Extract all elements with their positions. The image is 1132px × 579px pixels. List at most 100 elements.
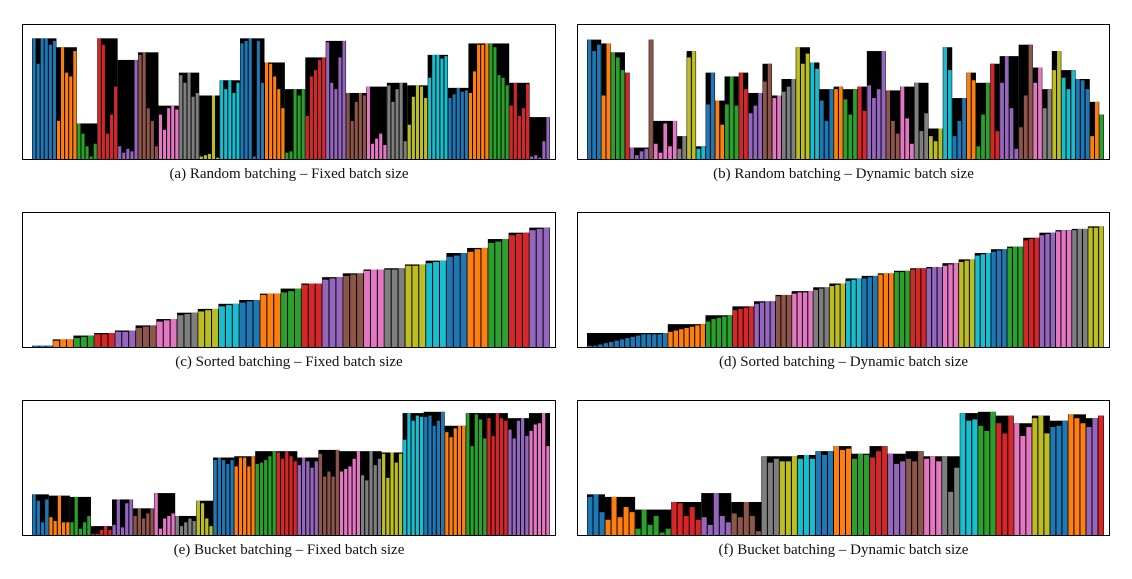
length-bar — [67, 339, 73, 347]
length-bar — [251, 456, 255, 535]
length-bar — [738, 308, 743, 347]
length-bar — [905, 270, 910, 347]
length-bar — [61, 47, 65, 159]
length-bar — [848, 114, 853, 159]
length-bar — [914, 82, 919, 159]
length-bar — [289, 456, 293, 535]
length-bar — [1014, 148, 1019, 159]
length-bar — [32, 494, 36, 535]
length-bar — [255, 463, 259, 535]
length-bar — [943, 47, 947, 159]
length-bar — [453, 428, 457, 535]
length-bar — [755, 531, 761, 535]
length-bar — [163, 518, 167, 535]
length-bar — [108, 529, 112, 535]
length-bar — [382, 453, 386, 535]
length-bar — [542, 141, 546, 159]
length-bar — [456, 87, 460, 159]
length-bar — [843, 99, 848, 159]
length-bar — [89, 156, 93, 159]
batch-max-bar — [942, 47, 953, 159]
batch-max-bar — [1051, 51, 1062, 159]
length-bar — [978, 425, 984, 535]
length-bar — [377, 458, 382, 535]
length-bar — [715, 100, 720, 159]
length-bar — [232, 303, 239, 347]
length-bar — [1061, 77, 1066, 159]
length-bar — [872, 275, 878, 347]
length-bar — [1002, 249, 1007, 347]
length-bar — [617, 517, 623, 535]
length-bar — [895, 133, 900, 159]
length-bar — [66, 522, 70, 535]
length-bar — [285, 451, 289, 535]
chart-caption: (b) Random batching – Dynamic batch size — [713, 166, 974, 182]
length-bar — [952, 136, 957, 159]
length-bar — [101, 44, 105, 160]
length-bar — [323, 476, 327, 535]
length-bar — [930, 456, 936, 535]
length-bar — [729, 76, 734, 159]
length-bar — [536, 228, 543, 347]
length-bar — [918, 451, 924, 535]
length-bar — [986, 253, 991, 347]
length-bar — [52, 40, 56, 159]
length-bar — [183, 82, 187, 159]
length-bar — [95, 533, 99, 535]
length-bar — [411, 420, 415, 535]
length-bar — [445, 432, 449, 535]
length-bar — [87, 515, 91, 535]
chart-plot — [577, 24, 1110, 160]
length-bar — [802, 292, 808, 347]
length-bar — [635, 335, 641, 347]
length-bar — [467, 251, 474, 347]
length-bar — [391, 269, 398, 347]
plot-frame — [22, 212, 556, 348]
chart-panel-c: (c) Sorted batching – Fixed batch size — [22, 212, 556, 387]
length-bar — [142, 52, 146, 159]
length-bar — [403, 141, 407, 159]
length-bar — [996, 423, 1002, 535]
batch-max-bar — [32, 38, 57, 159]
length-bar — [112, 524, 116, 535]
length-bar — [537, 423, 542, 535]
length-bar — [834, 89, 838, 159]
batch-max-bar — [715, 100, 725, 159]
length-bar — [679, 329, 684, 347]
length-bar — [800, 63, 805, 159]
length-bar — [156, 321, 163, 347]
length-bar — [753, 105, 758, 159]
length-bar — [356, 451, 360, 535]
length-bar — [457, 425, 462, 535]
length-bar — [322, 279, 329, 347]
length-bar — [1020, 435, 1026, 535]
length-bar — [1099, 226, 1104, 347]
length-bar — [483, 438, 487, 535]
length-bar — [114, 86, 118, 159]
length-bar — [853, 89, 857, 159]
length-bar — [731, 513, 737, 535]
length-bar — [937, 266, 942, 347]
length-bar — [198, 311, 205, 347]
length-bar — [236, 82, 240, 159]
length-bar — [889, 273, 894, 347]
length-bar — [46, 345, 53, 347]
length-bar — [149, 325, 156, 347]
length-bar — [862, 278, 867, 347]
length-bar — [710, 72, 715, 159]
length-bar — [470, 446, 474, 535]
length-bar — [924, 113, 928, 159]
length-bar — [732, 310, 738, 347]
length-bar — [942, 456, 948, 535]
length-bar — [449, 437, 453, 535]
batch-max-bar — [705, 72, 716, 159]
length-bar — [791, 78, 796, 159]
length-bar — [1047, 89, 1052, 159]
length-bar — [264, 62, 269, 160]
length-bar — [1092, 418, 1098, 535]
length-bar — [225, 305, 232, 347]
length-bar — [1086, 427, 1092, 535]
length-bar — [881, 51, 886, 159]
chart-caption: (c) Sorted batching – Fixed batch size — [175, 354, 403, 370]
length-bar — [938, 128, 943, 159]
